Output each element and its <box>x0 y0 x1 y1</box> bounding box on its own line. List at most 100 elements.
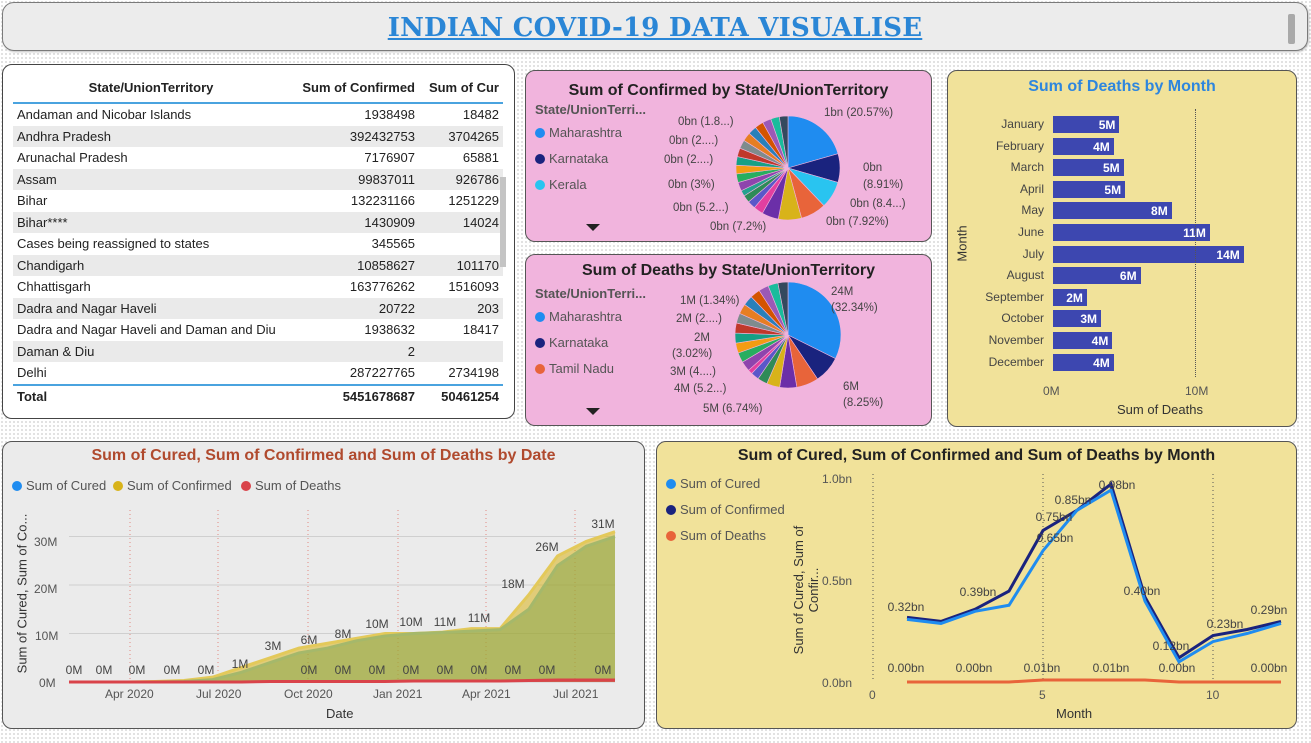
table-vertical-scrollbar[interactable] <box>500 177 506 267</box>
x-tick: 10M <box>1185 384 1209 398</box>
table-row[interactable]: Cases being reassigned to states 345565 <box>13 233 503 255</box>
pie-slice[interactable] <box>778 115 789 169</box>
month-bar[interactable] <box>1053 245 1244 263</box>
x-tick: 0M <box>1043 384 1060 398</box>
legend-more-arrow-icon[interactable] <box>586 224 600 231</box>
legend-more-arrow-icon[interactable] <box>586 408 600 415</box>
data-label: 0M <box>595 663 612 677</box>
pie-label: 1bn (20.57%) <box>824 107 894 119</box>
data-label: 18M <box>501 577 524 591</box>
legend-item-deaths[interactable]: Sum of Deaths <box>666 528 766 543</box>
pie-label: 1M (1.34%) <box>680 295 740 307</box>
data-label: 0M <box>301 663 318 677</box>
table-row[interactable]: Arunachal Pradesh 7176907 65881 <box>13 147 503 169</box>
month-label: May <box>1021 203 1044 218</box>
month-label: March <box>1010 160 1044 175</box>
table-total-row: Total 5451678687 50461254 <box>13 383 503 408</box>
gridline <box>1195 109 1196 377</box>
pie-label: (8.25%) <box>843 397 884 409</box>
cured-cell: 18482 <box>462 107 499 123</box>
cured-cell: 18417 <box>462 322 499 338</box>
pie-deaths-title: Sum of Deaths by State/UnionTerritory <box>581 262 876 279</box>
pie-slice[interactable] <box>787 115 839 169</box>
x-axis-title: Sum of Deaths <box>1117 402 1203 417</box>
series-line[interactable] <box>907 678 1281 684</box>
month-bar[interactable] <box>1053 159 1124 177</box>
month-bar[interactable] <box>1053 224 1210 241</box>
table-row[interactable]: Andaman and Nicobar Islands 1938498 18482 <box>13 103 503 126</box>
column-header-state[interactable]: State/UnionTerritory <box>13 72 289 104</box>
x-tick: 10 <box>1206 688 1220 702</box>
month-bar[interactable] <box>1053 288 1087 306</box>
legend-item-karnataka[interactable]: Karnataka <box>535 335 608 350</box>
data-label: 0M <box>198 663 215 677</box>
column-header-cured[interactable]: Sum of Cur <box>419 72 503 104</box>
header-scrollbar[interactable] <box>1288 14 1295 44</box>
legend-item-maharashtra[interactable]: Maharashtra <box>535 309 622 324</box>
y-tick: 0.0bn <box>822 676 853 690</box>
series-line[interactable] <box>906 487 1282 664</box>
legend-dot <box>113 481 123 491</box>
confirmed-cell: 132231166 <box>350 193 415 209</box>
pie-slice[interactable] <box>777 281 789 336</box>
confirmed-cell: 99837011 <box>289 168 419 190</box>
area-chart: 0M 0M 0M 0M 0M 1M 3M 6M 8M 10M 10M 11M 11M 18M 26M 31M 0… <box>66 510 616 684</box>
x-tick: 5 <box>1039 688 1046 702</box>
bar-value-label: 5M <box>1102 161 1120 176</box>
bar-value-label: 4M <box>1093 355 1110 370</box>
column-header-confirmed[interactable]: Sum of Confirmed <box>289 72 419 104</box>
month-bar[interactable] <box>1053 310 1102 328</box>
month-bar[interactable] <box>1053 116 1120 133</box>
month-label: September <box>985 289 1044 304</box>
legend-item-tamil-nadu[interactable]: Tamil Nadu <box>535 361 614 376</box>
month-label: December <box>988 354 1044 369</box>
legend-item-cured[interactable]: Sum of Cured <box>666 476 760 491</box>
legend-label: Sum of Confirmed <box>680 502 785 517</box>
month-bar[interactable] <box>1053 332 1113 349</box>
table-row[interactable]: Chhattisgarh 163776262 1516093 <box>13 276 503 298</box>
legend-item-maharashtra[interactable]: Maharashtra <box>535 125 622 140</box>
month-bar[interactable] <box>1053 202 1172 220</box>
series-line[interactable] <box>906 481 1282 660</box>
legend-item-deaths[interactable]: Sum of Deaths <box>241 478 341 493</box>
bar-value-label: 14M <box>1216 247 1240 262</box>
data-label: 6M <box>301 633 318 647</box>
table-row[interactable]: Daman & Diu 2 <box>13 340 503 362</box>
table-row[interactable]: Delhi 287227765 2734198 <box>13 362 503 385</box>
month-bar[interactable] <box>1053 180 1126 198</box>
table-row[interactable]: Assam 99837011 926786 <box>13 168 503 190</box>
pie-label: 0bn (2....) <box>664 154 714 166</box>
data-label: 3M <box>265 639 282 653</box>
month-bar[interactable] <box>1053 137 1114 155</box>
area-chart-panel: Sum of Cured, Sum of Confirmed and Sum o… <box>2 441 645 729</box>
legend-item-confirmed[interactable]: Sum of Confirmed <box>666 502 785 517</box>
dashboard-header: INDIAN COVID-19 DATA VISUALISE <box>2 2 1308 51</box>
legend-dot <box>535 128 545 138</box>
x-tick: Oct 2020 <box>284 687 333 701</box>
table-row[interactable]: Dadra and Nagar Haveli and Daman and Diu… <box>13 319 503 341</box>
pie-label: 0bn (5.2...) <box>673 202 729 214</box>
table-row[interactable]: Andhra Pradesh 392432753 3704265 <box>13 125 503 147</box>
series-deaths-line[interactable] <box>69 678 615 684</box>
cured-cell: 1516093 <box>448 279 499 295</box>
data-label: 0M <box>335 663 352 677</box>
data-label: 0.65bn <box>1037 531 1074 545</box>
legend-label: Maharashtra <box>549 309 622 324</box>
x-tick: Apr 2020 <box>105 687 154 701</box>
legend-item-cured[interactable]: Sum of Cured <box>12 478 106 493</box>
pie-label: 0bn (2....) <box>669 135 719 147</box>
data-label: 8M <box>335 627 352 641</box>
confirmed-cell: 1938498 <box>364 107 415 123</box>
table-row[interactable]: Chandigarh 10858627 101170 <box>13 254 503 276</box>
legend-item-karnataka[interactable]: Karnataka <box>535 151 608 166</box>
pie-slice[interactable] <box>787 281 842 359</box>
table-row[interactable]: Bihar 132231166 1251229 <box>13 190 503 212</box>
legend-item-confirmed[interactable]: Sum of Confirmed <box>113 478 232 493</box>
table-row[interactable]: Bihar**** 1430909 14024 <box>13 211 503 233</box>
table-row[interactable]: Dadra and Nagar Haveli 20722 203 <box>13 297 503 319</box>
month-bar[interactable] <box>1053 353 1114 371</box>
legend-item-kerala[interactable]: Kerala <box>535 177 587 192</box>
pie-label: 4M (5.2...) <box>674 383 727 395</box>
month-bar[interactable] <box>1053 267 1141 285</box>
data-label: 0.23bn <box>1207 617 1244 631</box>
